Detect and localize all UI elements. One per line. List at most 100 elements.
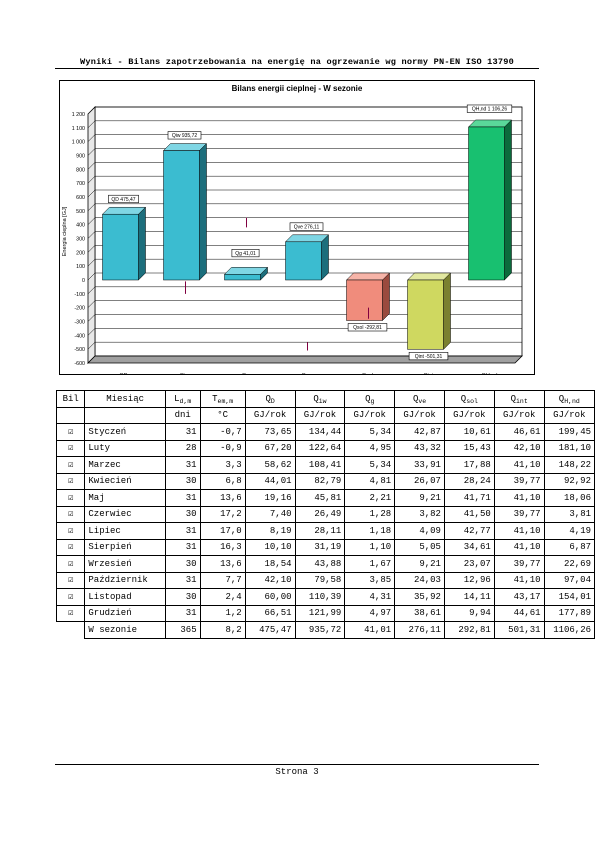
unit-cell: GJ/rok xyxy=(244,406,296,424)
table-row: ☑ Wrzesień 30 13,6 18,54 43,88 1,67 9,21 23,07 39… xyxy=(55,555,595,573)
data-label-box xyxy=(167,131,202,140)
bar xyxy=(346,279,383,321)
month-cell: Styczeń xyxy=(84,423,166,441)
month-cell: Czerwiec xyxy=(84,505,166,523)
value-cell: 67,20 xyxy=(244,439,296,457)
x-tick-label: Qve xyxy=(301,373,311,375)
data-label: Qiw 935,72 xyxy=(172,133,198,139)
value-cell: 108,41 xyxy=(294,456,346,474)
data-label-box xyxy=(108,194,139,204)
table-row: ☑ Październik 31 7,7 42,10 79,58 3,85 24,03 12,9… xyxy=(55,571,595,589)
bar-side xyxy=(443,272,451,350)
column-header: Qve xyxy=(394,390,445,408)
y-tick-label: 600 xyxy=(76,195,85,201)
y-tick-label: 700 xyxy=(76,181,85,187)
value-cell: 18,06 xyxy=(543,489,595,507)
value-cell: 31 xyxy=(164,604,201,622)
value-cell: 199,45 xyxy=(543,423,595,441)
bil-checkbox[interactable]: ☑ xyxy=(55,604,86,622)
bil-checkbox[interactable]: ☑ xyxy=(55,472,86,490)
bars-group: QD 475,47 Qiw 935,72 Qg 41,01 Qve 276,11 Qso… xyxy=(101,104,513,361)
value-cell: 26,49 xyxy=(294,505,346,523)
bil-checkbox[interactable]: ☑ xyxy=(55,456,86,474)
table-units-row: dni °C GJ/rok GJ/rok GJ/rok GJ/rok GJ/rok GJ/ro… xyxy=(55,406,595,424)
check-icon: ☑ xyxy=(67,509,74,520)
y-tick-label: 800 xyxy=(76,167,85,173)
x-tick-label: Qint xyxy=(423,373,434,375)
value-cell: 31 xyxy=(164,456,201,474)
month-cell: Lipiec xyxy=(84,522,166,540)
month-cell: Wrzesień xyxy=(84,555,166,573)
value-cell: 4,31 xyxy=(344,588,396,606)
value-cell: 134,44 xyxy=(294,423,346,441)
month-cell: Sierpień xyxy=(84,538,166,556)
bar-side xyxy=(199,142,207,281)
bar-top xyxy=(284,234,330,243)
bil-checkbox[interactable]: ☑ xyxy=(55,522,86,540)
month-cell: Luty xyxy=(84,439,166,457)
y-tick-label: 500 xyxy=(76,209,85,215)
bar-top xyxy=(406,272,452,281)
bar xyxy=(224,274,261,281)
value-cell: 42,10 xyxy=(493,439,545,457)
data-label: Qint -501,31 xyxy=(415,354,443,360)
value-cell: 2,4 xyxy=(199,588,246,606)
value-cell: 13,6 xyxy=(199,489,246,507)
unit-cell: GJ/rok xyxy=(294,406,346,424)
chart-gridline-side xyxy=(87,272,96,281)
bil-checkbox[interactable]: ☑ xyxy=(55,571,86,589)
y-tick-label: -500 xyxy=(74,347,85,353)
total-value: 501,31 xyxy=(493,621,545,639)
value-cell: 5,05 xyxy=(394,538,445,556)
bar xyxy=(102,213,139,281)
bil-checkbox[interactable]: ☑ xyxy=(55,423,86,441)
energy-balance-chart: Bilans energii cieplnej - W sezonie 1 200… xyxy=(59,80,535,375)
value-cell: 22,69 xyxy=(543,555,595,573)
value-cell: 1,18 xyxy=(344,522,396,540)
check-icon: ☑ xyxy=(67,591,74,602)
total-value: 276,11 xyxy=(394,621,445,639)
bil-checkbox[interactable]: ☑ xyxy=(55,505,86,523)
value-cell: 4,19 xyxy=(543,522,595,540)
value-cell: 6,8 xyxy=(199,472,246,490)
value-cell: 97,04 xyxy=(543,571,595,589)
bil-checkbox[interactable]: ☑ xyxy=(55,439,86,457)
bar-side xyxy=(321,234,329,281)
total-value: 365 xyxy=(164,621,201,639)
y-tick-label: -600 xyxy=(74,361,85,367)
value-cell: 41,50 xyxy=(443,505,495,523)
x-tick-label: Qsol xyxy=(362,373,373,375)
bar-side xyxy=(382,272,390,322)
chart-gridline-side xyxy=(87,355,96,364)
unit-cell: dni xyxy=(164,406,201,424)
value-cell: 18,54 xyxy=(244,555,296,573)
value-cell: 39,77 xyxy=(493,505,545,523)
chart-gridline-side xyxy=(87,175,96,184)
value-cell: 31 xyxy=(164,423,201,441)
header-rule xyxy=(55,68,539,69)
x-tick-label: QD xyxy=(119,373,127,375)
value-cell: 35,92 xyxy=(394,588,445,606)
data-label: Qve 276,11 xyxy=(294,224,320,230)
unit-cell: GJ/rok xyxy=(493,406,545,424)
chart-gridline-side xyxy=(87,314,96,322)
y-tick-label: -200 xyxy=(74,306,85,312)
value-cell: 28,24 xyxy=(443,472,495,490)
bar xyxy=(163,150,200,281)
value-cell: 181,10 xyxy=(543,439,595,457)
total-value: 475,47 xyxy=(244,621,296,639)
check-icon: ☑ xyxy=(67,476,74,487)
bil-checkbox[interactable]: ☑ xyxy=(55,555,86,573)
bil-checkbox[interactable]: ☑ xyxy=(55,489,86,507)
value-cell: 2,21 xyxy=(344,489,396,507)
chart-gridline-side xyxy=(87,106,96,115)
value-cell: 28 xyxy=(164,439,201,457)
value-cell: 30 xyxy=(164,472,201,490)
bil-checkbox[interactable]: ☑ xyxy=(55,588,86,606)
value-cell: 3,81 xyxy=(543,505,595,523)
chart-gridline-side xyxy=(87,134,96,142)
bil-checkbox[interactable]: ☑ xyxy=(55,538,86,556)
check-icon: ☑ xyxy=(67,558,74,569)
check-icon: ☑ xyxy=(67,542,74,553)
bar xyxy=(285,241,322,281)
